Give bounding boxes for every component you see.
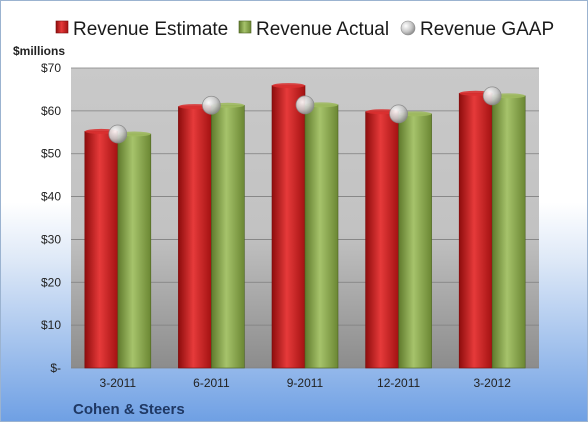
x-tick-label: 6-2011 xyxy=(193,376,230,390)
marker-revenue-gaap xyxy=(295,95,315,115)
marker-revenue-gaap xyxy=(108,124,128,144)
y-tick-label: $- xyxy=(50,361,61,375)
legend-label-estimate: Revenue Estimate xyxy=(73,19,228,40)
legend-swatch-estimate xyxy=(55,20,69,34)
legend-label-actual: Revenue Actual xyxy=(256,19,389,40)
y-tick-label: $20 xyxy=(41,275,61,289)
bars xyxy=(84,83,526,369)
unit-label: $millions xyxy=(13,44,65,58)
legend-item-revenue-gaap: Revenue GAAP xyxy=(400,19,554,40)
x-tick-label: 3-2012 xyxy=(474,376,512,390)
bar-revenue-estimate xyxy=(271,85,306,369)
bar-revenue-actual xyxy=(398,113,432,369)
y-tick-label: $50 xyxy=(41,147,61,161)
bar-revenue-estimate xyxy=(365,111,399,369)
legend-label-gaap: Revenue GAAP xyxy=(420,19,554,40)
y-tick-label: $30 xyxy=(41,232,61,246)
y-tick-label: $60 xyxy=(41,104,61,118)
marker-revenue-gaap xyxy=(389,104,408,124)
bar-revenue-actual xyxy=(117,133,152,369)
y-tick-label: $10 xyxy=(41,318,61,332)
marker-revenue-gaap xyxy=(482,86,502,106)
bar-revenue-estimate xyxy=(84,131,119,369)
y-axis-ticks: $- $10 $20 $30 $40 $50 $60 $70 xyxy=(41,61,61,375)
gaap-markers xyxy=(108,86,502,144)
y-tick-label: $70 xyxy=(41,61,61,75)
bar-revenue-actual xyxy=(304,104,339,369)
bar-revenue-actual xyxy=(491,95,526,369)
bar-revenue-estimate xyxy=(178,106,212,369)
legend: Revenue Estimate Revenue Actual Revenue … xyxy=(55,19,554,40)
legend-marker-gaap xyxy=(400,20,416,36)
bar-revenue-estimate xyxy=(458,92,493,369)
bar-revenue-actual xyxy=(211,104,245,369)
x-tick-label: 12-2011 xyxy=(377,376,420,390)
marker-revenue-gaap xyxy=(202,95,221,115)
bar-cap-revenue-estimate xyxy=(272,83,305,89)
legend-item-revenue-actual: Revenue Actual xyxy=(238,19,389,40)
x-tick-label: 3-2011 xyxy=(100,376,137,390)
legend-item-revenue-estimate: Revenue Estimate xyxy=(55,19,228,40)
x-axis-ticks: 3-2011 6-2011 9-2011 12-2011 3-2012 xyxy=(100,376,512,390)
legend-swatch-actual xyxy=(238,20,252,34)
company-name: Cohen & Steers xyxy=(73,401,185,418)
y-tick-label: $40 xyxy=(41,190,61,204)
x-tick-label: 9-2011 xyxy=(287,376,324,390)
